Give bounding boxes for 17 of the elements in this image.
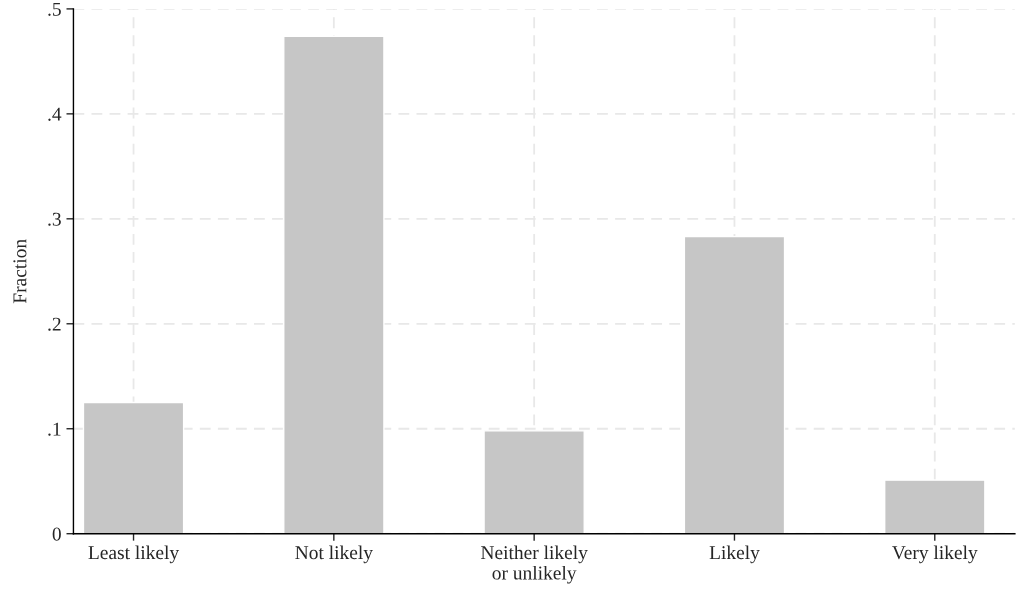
y-tick-label: .4 [48, 107, 62, 121]
bar [683, 235, 786, 534]
x-tick-label: Very likely [892, 545, 978, 564]
x-tick-label: Not likely [295, 545, 373, 564]
y-tick-label: .1 [48, 422, 61, 436]
bar [884, 479, 986, 534]
y-axis-title: Fraction [13, 239, 27, 304]
x-tick-label: Neither likely or unlikely [480, 545, 588, 584]
y-tick-label: .2 [48, 317, 61, 331]
y-tick-label: .3 [48, 212, 61, 226]
y-tick-label: .5 [48, 2, 61, 16]
bar [82, 401, 185, 534]
bar [283, 35, 385, 534]
x-tick-label: Likely [709, 545, 760, 564]
y-tick-label: 0 [52, 527, 61, 541]
x-tick-label: Least likely [88, 545, 180, 564]
bar [483, 430, 585, 534]
